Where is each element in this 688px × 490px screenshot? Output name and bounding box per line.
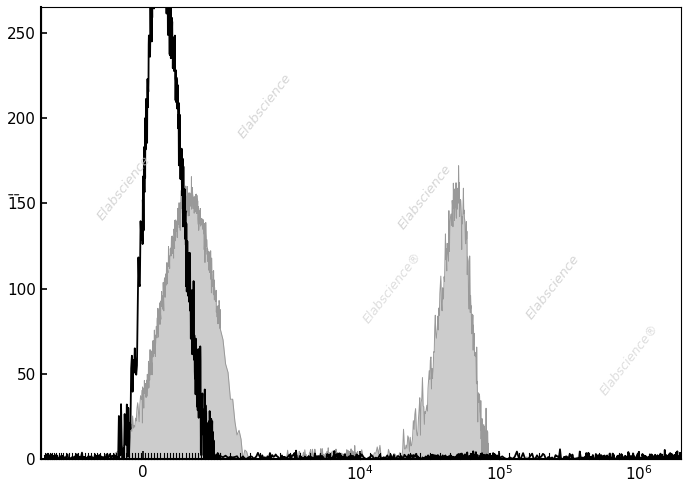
Text: Elabscience: Elabscience <box>524 253 582 322</box>
Text: Elabscience: Elabscience <box>396 162 454 232</box>
Text: Elabscience: Elabscience <box>236 72 294 141</box>
Text: Elabscience®: Elabscience® <box>598 322 662 398</box>
Text: Elabscience®: Elabscience® <box>361 249 424 326</box>
Text: Elabscience: Elabscience <box>95 153 153 223</box>
